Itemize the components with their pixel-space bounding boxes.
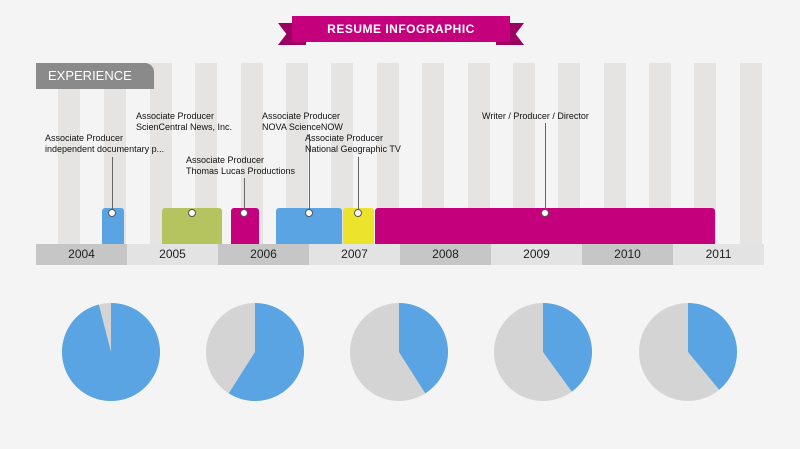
pie-value-slice	[228, 303, 304, 401]
year-label: 2010	[582, 244, 673, 265]
role-label-1: Associate Producer ScienCentral News, In…	[136, 111, 232, 133]
year-label: 2009	[491, 244, 582, 265]
role-company: Thomas Lucas Productions	[186, 166, 296, 176]
role-pin-dot-0	[108, 209, 116, 217]
pie-chart-0	[61, 303, 160, 401]
year-label: 2006	[218, 244, 309, 265]
year-label: 2004	[36, 244, 127, 265]
timeline-stripe	[104, 63, 126, 244]
role-pin-line-5	[545, 123, 546, 212]
timeline-stripe	[468, 63, 490, 244]
pie-value-slice	[543, 303, 592, 392]
pie-chart-3	[494, 303, 592, 401]
role-segment-0	[102, 208, 124, 244]
timeline-stripe	[286, 63, 308, 244]
timeline-stripe	[58, 63, 80, 244]
role-label-5: Writer / Producer / Director	[482, 111, 589, 122]
role-title: Associate Producer	[186, 155, 265, 165]
year-label: 2008	[400, 244, 491, 265]
title-banner: RESUME INFOGRAPHIC	[278, 14, 524, 48]
year-label: 2011	[673, 244, 764, 265]
role-title: Associate Producer	[136, 111, 215, 121]
pie-value-slice	[61, 303, 160, 401]
role-company: NOVA ScienceNOW	[262, 122, 343, 132]
role-title: Associate Producer	[262, 111, 341, 121]
role-pin-dot-1	[188, 209, 196, 217]
timeline-stripe	[377, 63, 399, 244]
role-label-4: Associate Producer National Geographic T…	[305, 133, 401, 155]
timeline-stripe	[558, 63, 580, 244]
timeline-stripe	[513, 63, 535, 244]
timeline-stripe	[195, 63, 217, 244]
page-title: RESUME INFOGRAPHIC	[292, 16, 510, 42]
role-pin-line-0	[112, 157, 113, 212]
section-label-experience: EXPERIENCE	[36, 63, 154, 89]
role-pin-line-3	[309, 134, 310, 212]
year-label: 2007	[309, 244, 400, 265]
role-pin-line-4	[358, 157, 359, 212]
timeline-stripe	[740, 63, 762, 244]
pie-value-slice	[399, 303, 449, 394]
pie-chart-1	[206, 303, 304, 401]
timeline-stripe	[331, 63, 353, 244]
pie-chart-2	[350, 303, 449, 401]
role-label-3: Associate Producer NOVA ScienceNOW	[262, 111, 343, 133]
role-pin-dot-4	[354, 209, 362, 217]
role-pin-line-2	[244, 178, 245, 212]
pie-chart-4	[639, 303, 738, 401]
role-company: National Geographic TV	[305, 144, 401, 154]
timeline-stripe	[150, 63, 172, 244]
role-pin-dot-5	[541, 209, 549, 217]
timeline-stripe	[694, 63, 716, 244]
timeline-stripe	[649, 63, 671, 244]
role-label-0: Associate Producer independent documenta…	[45, 133, 164, 155]
role-company: independent documentary p...	[45, 144, 165, 154]
pie-value-slice	[688, 303, 738, 390]
year-label: 2005	[127, 244, 218, 265]
role-title: Associate Producer	[305, 133, 384, 143]
role-label-2: Associate Producer Thomas Lucas Producti…	[186, 155, 295, 177]
timeline-stripe	[241, 63, 263, 244]
role-pin-dot-3	[305, 209, 313, 217]
role-pin-dot-2	[240, 209, 248, 217]
role-title: Associate Producer	[45, 133, 124, 143]
role-title: Writer / Producer / Director	[482, 111, 589, 121]
role-company: ScienCentral News, Inc.	[136, 122, 233, 132]
timeline-stripe	[422, 63, 444, 244]
timeline-stripe	[604, 63, 626, 244]
